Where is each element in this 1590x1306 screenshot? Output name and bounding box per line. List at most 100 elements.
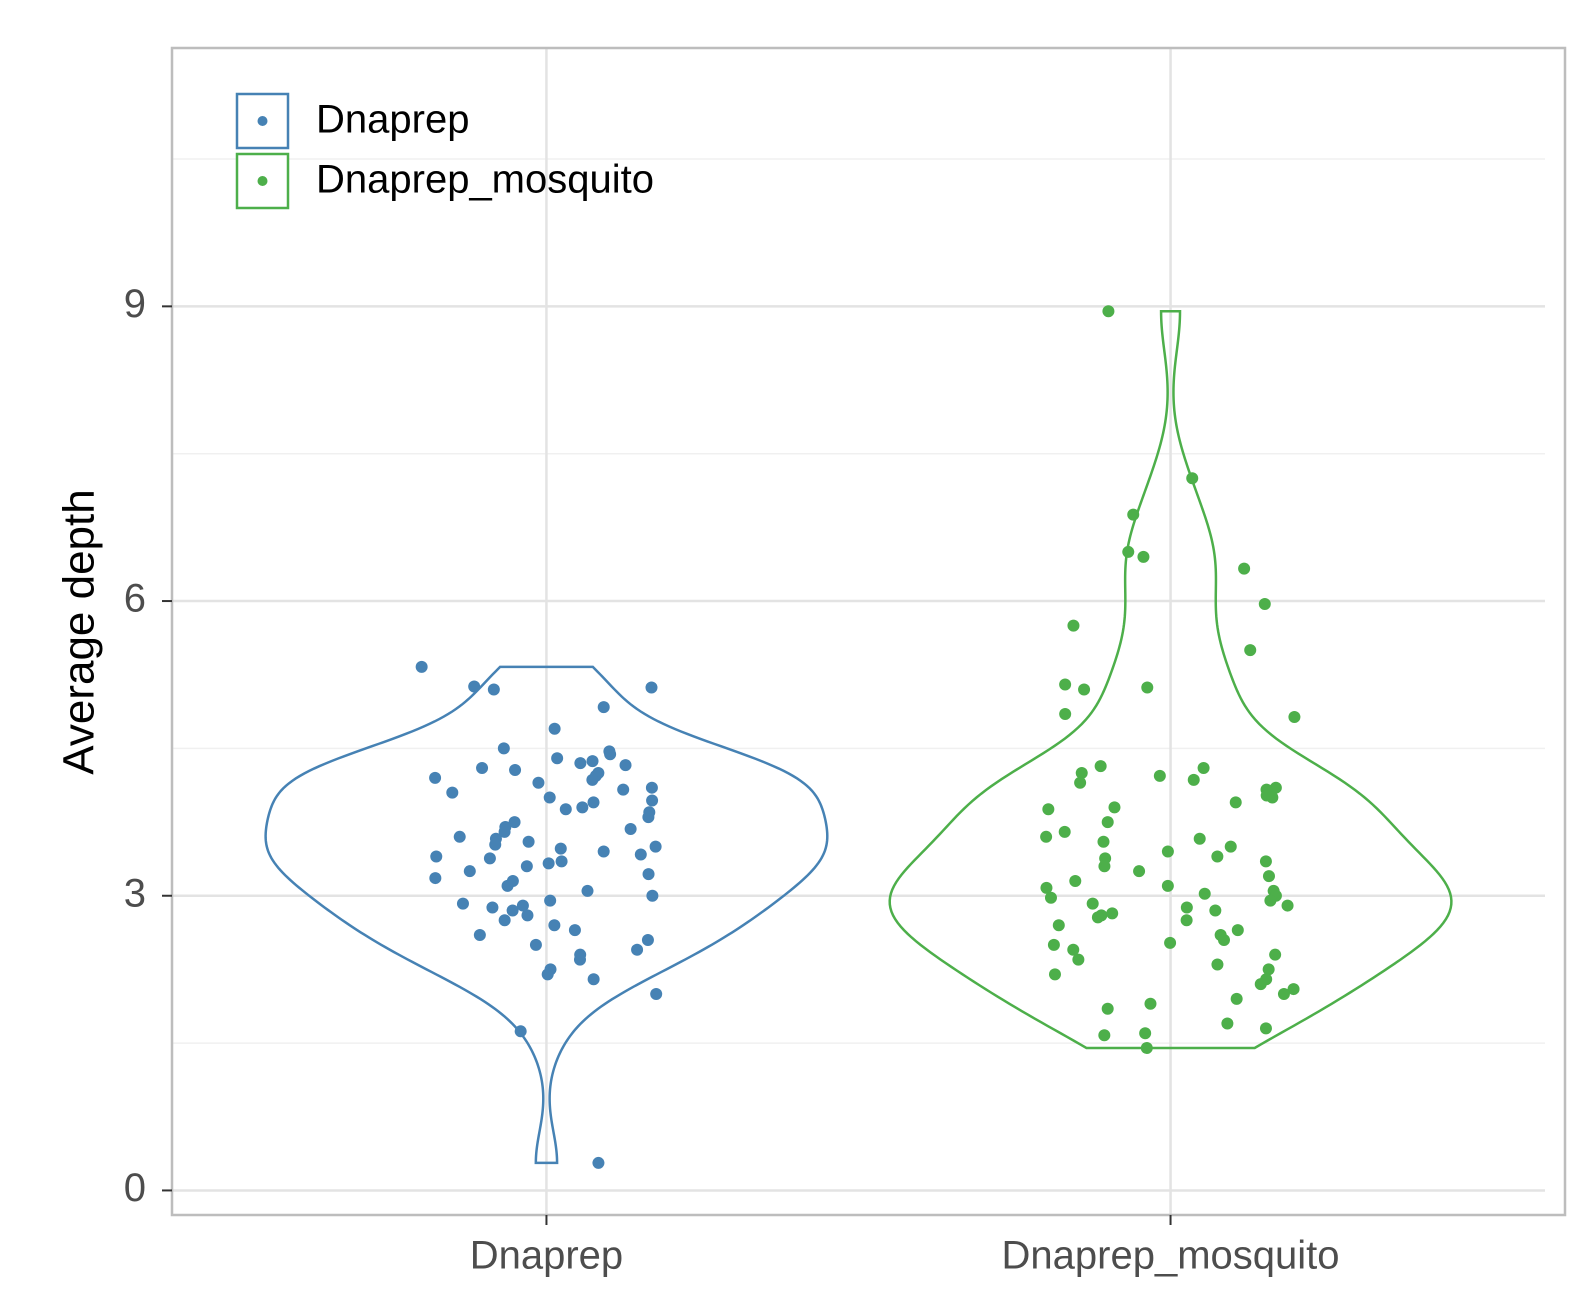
point	[1101, 1002, 1114, 1015]
point	[586, 773, 599, 786]
point	[498, 825, 511, 838]
y-axis-label: Average depth	[55, 489, 104, 774]
point	[587, 973, 600, 986]
point	[1075, 766, 1088, 779]
point	[1238, 562, 1251, 575]
point	[1048, 968, 1061, 981]
point	[642, 868, 655, 881]
point	[649, 840, 662, 853]
x-tick-label: Dnaprep_mosquito	[1002, 1234, 1340, 1278]
point	[573, 953, 586, 966]
point	[1180, 914, 1193, 927]
point	[498, 914, 511, 927]
point	[624, 822, 637, 835]
point	[1244, 644, 1257, 657]
point	[1047, 938, 1060, 951]
point	[1264, 894, 1277, 907]
point	[1067, 943, 1080, 956]
point	[1042, 803, 1055, 816]
point	[1262, 963, 1275, 976]
point	[487, 683, 500, 696]
point	[604, 748, 617, 761]
point	[1044, 891, 1057, 904]
point	[1108, 801, 1121, 814]
point	[1197, 762, 1210, 775]
point	[446, 786, 459, 799]
legend-label: Dnaprep	[316, 98, 469, 142]
point	[430, 850, 443, 863]
point	[509, 764, 522, 777]
point	[548, 919, 561, 932]
point	[619, 759, 632, 772]
point	[592, 1156, 605, 1169]
point	[1230, 992, 1243, 1005]
point	[508, 816, 521, 829]
y-tick-label: 0	[124, 1166, 146, 1210]
point	[617, 783, 630, 796]
point	[1040, 830, 1053, 843]
point	[1072, 953, 1085, 966]
point	[1180, 901, 1193, 914]
point	[1133, 865, 1146, 878]
point	[1059, 708, 1072, 721]
point	[473, 929, 486, 942]
legend-dot	[257, 116, 268, 126]
legend-label: Dnaprep_mosquito	[316, 158, 654, 202]
point	[645, 681, 658, 694]
point	[429, 771, 442, 784]
point	[641, 933, 654, 946]
point	[415, 660, 428, 673]
point	[1224, 840, 1237, 853]
point	[529, 938, 542, 951]
point	[568, 924, 581, 937]
point	[1217, 933, 1230, 946]
point	[1098, 860, 1111, 873]
point	[1186, 472, 1199, 485]
y-tick-label: 6	[124, 577, 146, 621]
point	[1262, 870, 1275, 883]
point	[1161, 845, 1174, 858]
point	[1098, 1029, 1111, 1042]
point	[1141, 681, 1154, 694]
point	[1106, 907, 1119, 920]
point	[542, 857, 555, 870]
point	[514, 1025, 527, 1038]
point	[1078, 683, 1091, 696]
point	[453, 830, 466, 843]
point	[1052, 919, 1065, 932]
x-tick-label: Dnaprep	[470, 1234, 623, 1278]
point	[1091, 911, 1104, 924]
point	[463, 865, 476, 878]
point	[631, 943, 644, 956]
point	[486, 901, 499, 914]
point	[1211, 850, 1224, 863]
point	[1164, 936, 1177, 949]
point	[551, 752, 564, 765]
point	[555, 855, 568, 868]
point	[1287, 983, 1300, 996]
point	[521, 909, 534, 922]
point	[1258, 597, 1271, 610]
point	[587, 796, 600, 809]
point	[1153, 769, 1166, 782]
plot-background	[172, 48, 1545, 1215]
point	[1069, 875, 1082, 888]
point	[548, 722, 561, 735]
point	[489, 838, 502, 851]
point	[634, 848, 647, 861]
point	[456, 897, 469, 910]
point	[497, 742, 510, 755]
point	[1059, 678, 1072, 691]
point	[1040, 881, 1053, 894]
legend-dot	[257, 176, 268, 186]
y-tick-label: 9	[124, 282, 146, 326]
point	[642, 811, 655, 824]
point	[1074, 776, 1087, 789]
panel-border	[170, 46, 1567, 1217]
point	[1266, 791, 1279, 804]
point	[1161, 879, 1174, 892]
point	[574, 757, 587, 770]
point	[597, 701, 610, 714]
point	[581, 884, 594, 897]
